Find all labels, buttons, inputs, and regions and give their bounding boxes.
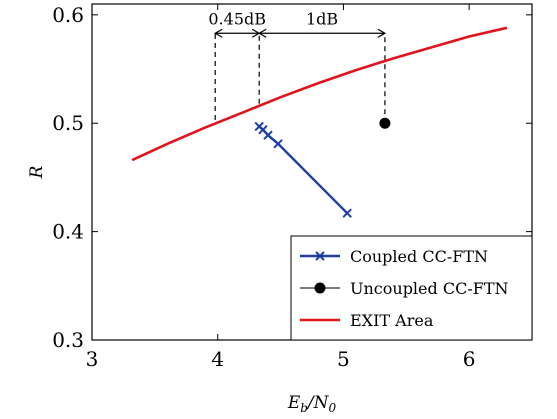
y-tick-label: 0.4 (52, 220, 84, 244)
y-tick-label: 0.6 (52, 3, 84, 27)
arrow-head (377, 28, 387, 38)
x-marker (342, 208, 352, 218)
x-tick-label: 3 (86, 347, 99, 371)
arrow-head (257, 28, 267, 38)
circle-marker (379, 117, 391, 129)
x-axis-label: Eb/N0 (287, 393, 337, 415)
series-line (131, 26, 508, 162)
legend-label: Uncoupled CC-FTN (350, 279, 509, 298)
x-tick-label: 6 (463, 347, 476, 371)
annotation-label: 0.45dB (208, 9, 266, 28)
x-marker (315, 251, 325, 261)
x-marker (273, 139, 283, 149)
legend: Coupled CC-FTN Uncoupled CC-FTN EXIT Area (290, 235, 533, 341)
y-tick-label: 0.5 (52, 111, 84, 135)
x-marker (263, 130, 273, 140)
x-tick-label: 5 (337, 347, 350, 371)
legend-label: EXIT Area (350, 311, 434, 330)
legend-label: Coupled CC-FTN (350, 247, 488, 266)
x-tick-label: 4 (211, 347, 224, 371)
annotation-label: 1dB (306, 9, 338, 28)
arrow-head (213, 28, 223, 38)
circle-marker (314, 282, 326, 294)
y-tick-label: 0.3 (52, 328, 84, 352)
y-axis-label: R (27, 165, 47, 179)
